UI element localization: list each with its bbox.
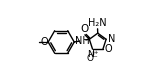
Text: O⁻: O⁻ — [87, 54, 99, 63]
Text: O: O — [104, 44, 112, 54]
Text: O: O — [80, 24, 89, 34]
Text: N: N — [108, 34, 116, 44]
Text: H₂N: H₂N — [88, 18, 107, 28]
Text: O: O — [41, 37, 48, 47]
Text: N⁺: N⁺ — [87, 50, 98, 59]
Text: NH: NH — [75, 36, 90, 46]
